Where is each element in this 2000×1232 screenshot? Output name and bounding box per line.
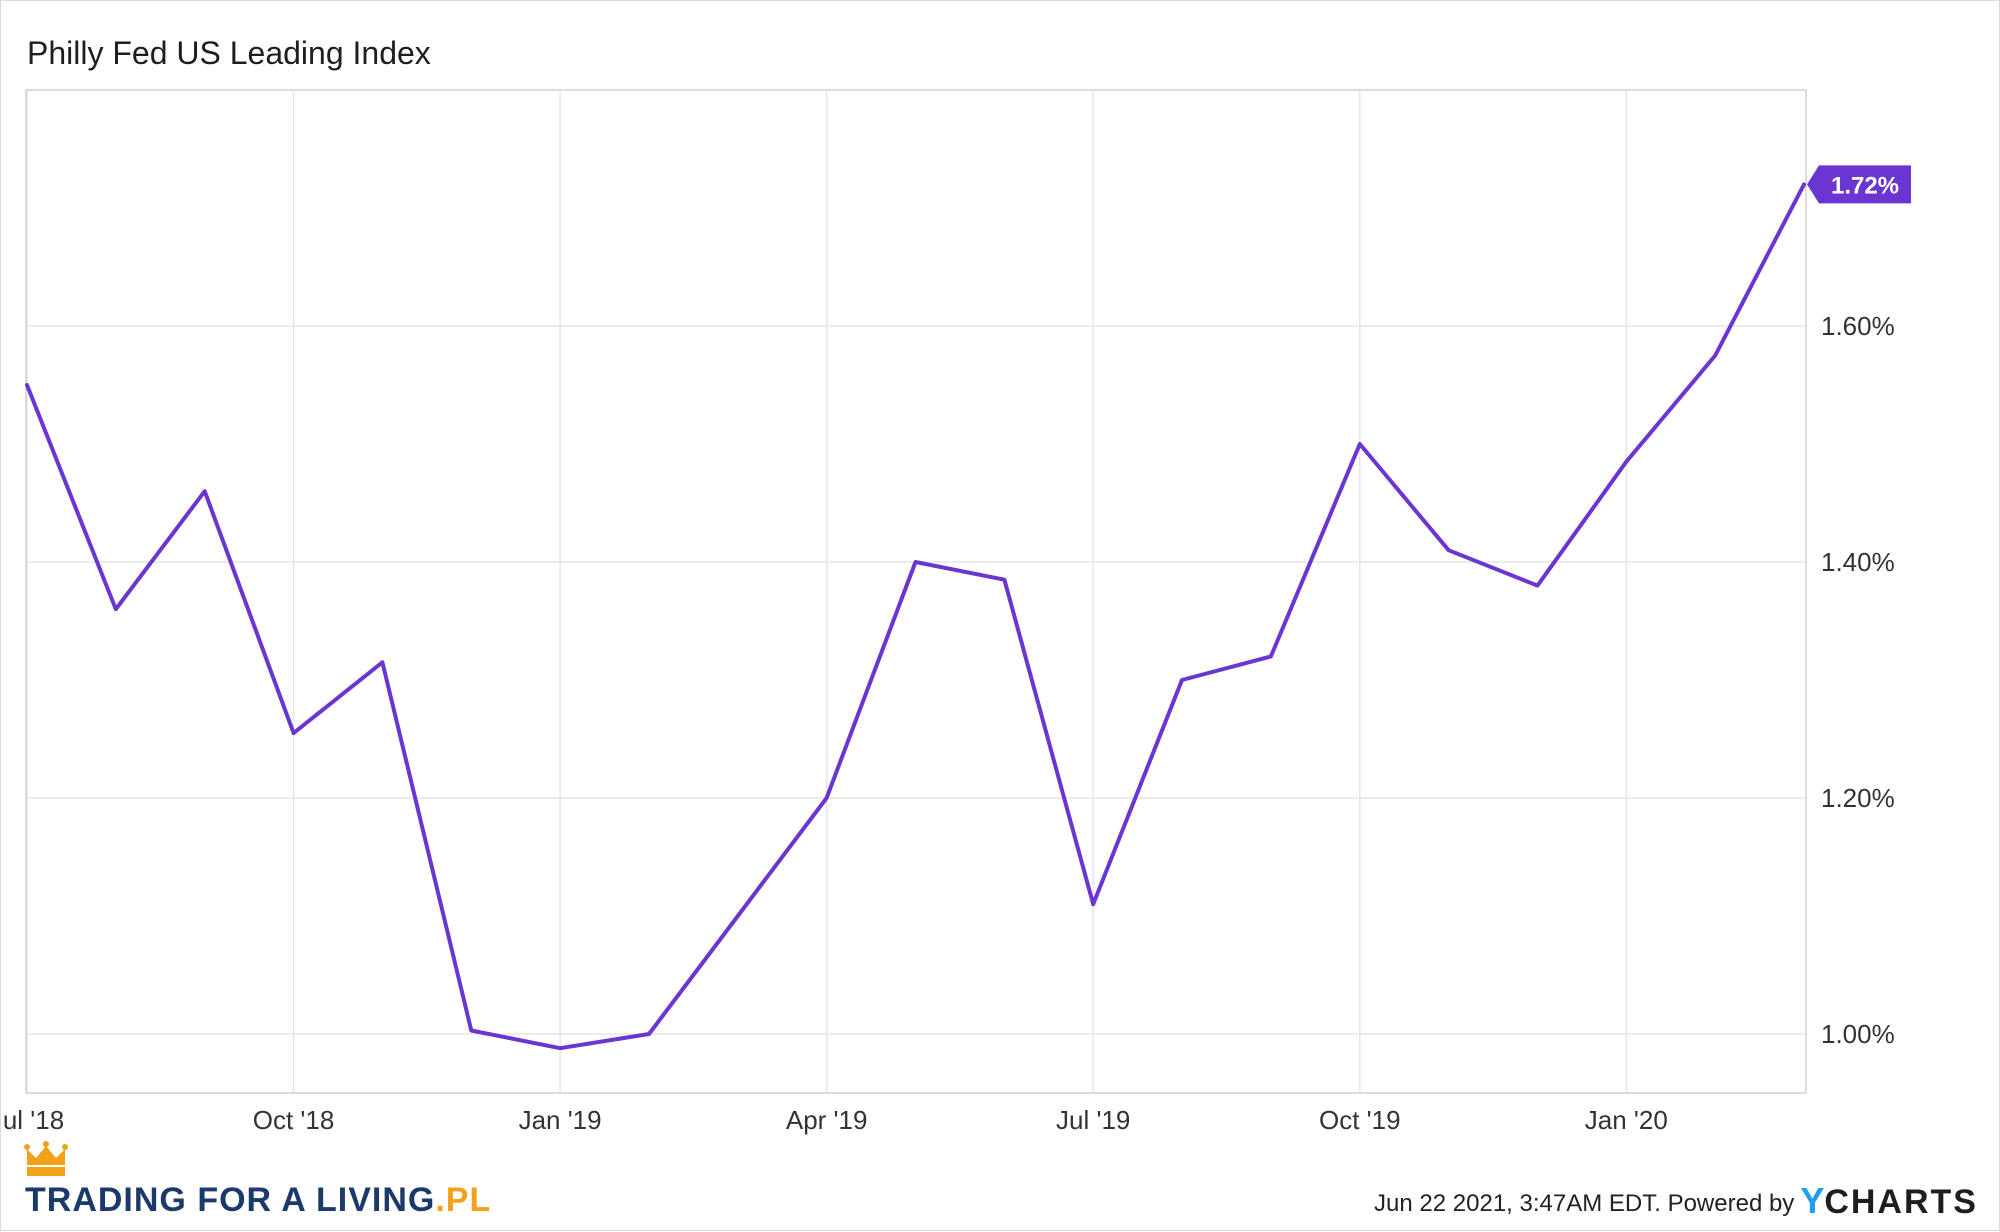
y-tick-label-0: 1.00% bbox=[1821, 1019, 1895, 1049]
x-axis-ticks: Jul '18 Oct '18 Jan '19 Apr '19 Jul '19 Oct '… bbox=[1, 1105, 1668, 1135]
plot-area bbox=[25, 89, 1807, 1094]
x-tick-label-4: Jul '19 bbox=[1056, 1105, 1130, 1135]
vertical-gridlines bbox=[26, 90, 1628, 1093]
x-tick-label-0: Jul '18 bbox=[1, 1105, 64, 1135]
svg-text:Jun 22 2021, 3:47AM EDT.: Jun 22 2021, 3:47AM EDT. Powered by bbox=[1374, 1190, 1794, 1217]
brand-logo: TRADING FOR A LIVING.PL bbox=[24, 1141, 491, 1219]
last-value-label: 1.72% bbox=[1831, 172, 1899, 199]
ycharts-logo-text: CHARTS bbox=[1824, 1183, 1978, 1221]
y-tick-label-3: 1.60% bbox=[1821, 311, 1895, 341]
brand-suffix: .PL bbox=[435, 1181, 491, 1219]
series-line-0 bbox=[25, 182, 1806, 1051]
chart-title: Philly Fed US Leading Index bbox=[27, 35, 431, 71]
y-axis-ticks: 1.00% 1.20% 1.40% 1.60% bbox=[1821, 311, 1895, 1049]
footer-timestamp: Jun 22 2021, 3:47AM EDT. bbox=[1374, 1190, 1661, 1217]
crown-icon bbox=[24, 1141, 68, 1176]
last-value-badge-bg bbox=[1807, 165, 1911, 204]
x-tick-label-5: Oct '19 bbox=[1319, 1105, 1401, 1135]
brand-name: TRADING FOR A LIVING bbox=[25, 1181, 435, 1219]
y-tick-label-1: 1.20% bbox=[1821, 783, 1895, 813]
x-tick-label-6: Jan '20 bbox=[1585, 1105, 1668, 1135]
last-value-badge: 1.72% bbox=[1807, 165, 1911, 204]
series-layer bbox=[25, 182, 1806, 1051]
ycharts-logo-y: Y bbox=[1800, 1180, 1824, 1221]
ycharts-logo[interactable]: YCHARTS bbox=[1800, 1180, 1978, 1221]
x-tick-label-3: Apr '19 bbox=[786, 1105, 868, 1135]
footer-powered-by: Powered by bbox=[1668, 1190, 1795, 1217]
x-tick-label-2: Jan '19 bbox=[519, 1105, 602, 1135]
svg-text:TRADING FOR A LIVING.PL: TRADING FOR A LIVING.PL bbox=[25, 1181, 491, 1219]
y-tick-label-2: 1.40% bbox=[1821, 547, 1895, 577]
x-tick-label-1: Oct '18 bbox=[253, 1105, 335, 1135]
